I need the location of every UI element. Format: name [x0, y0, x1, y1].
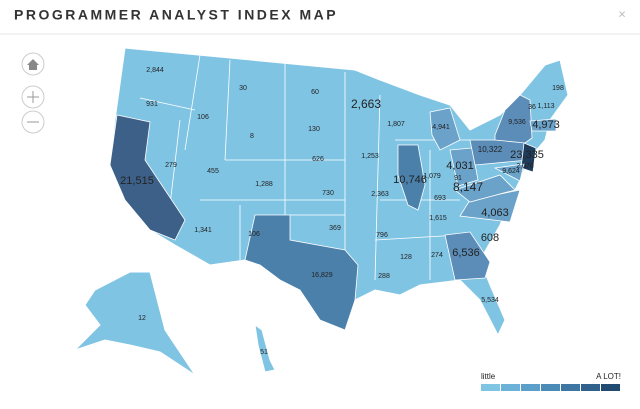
state-value: 130: [308, 126, 320, 133]
state-value: 8,147: [453, 180, 483, 194]
state-border: [169, 119, 181, 206]
state-shape: [109, 114, 186, 241]
state-value: 1,288: [255, 181, 273, 188]
state-value: 4,063: [481, 207, 509, 219]
state-value: 10,746: [393, 174, 427, 186]
labels: 2,844 931 21,515 279 106 30 8 455 1,288 1,341 106 6…: [120, 67, 564, 356]
hawaii: [254, 323, 276, 373]
state-value: 279: [165, 162, 177, 169]
state-value: 36: [528, 104, 536, 111]
state-value: 2,363: [371, 191, 389, 198]
state-shape: [494, 94, 533, 144]
state-value: 5,534: [481, 297, 499, 304]
state-value: 455: [207, 168, 219, 175]
state-value: 369: [329, 225, 341, 232]
state-shape: [444, 231, 491, 281]
alaska: [74, 271, 196, 376]
legend: little A LOT!: [481, 372, 621, 391]
states: [109, 94, 557, 331]
legend-low: little: [481, 372, 496, 381]
state-value: 626: [312, 156, 324, 163]
state-shape: [454, 174, 516, 203]
state-value: 4,941: [432, 124, 450, 131]
plus-icon: [27, 91, 39, 103]
state-shape: [529, 118, 557, 132]
state-value: 288: [378, 273, 390, 280]
zoom-controls: [21, 52, 45, 134]
state-value: 730: [322, 190, 334, 197]
state-value: 274: [431, 252, 443, 259]
legend-swatch: [541, 384, 560, 391]
legend-swatch: [561, 384, 580, 391]
state-value: 2,663: [351, 97, 381, 111]
state-shape: [244, 214, 359, 331]
state-shape: [397, 144, 426, 211]
state-value: 106: [197, 114, 209, 121]
state-border: [139, 97, 196, 111]
state-value: 12: [138, 315, 146, 322]
state-value: 8: [250, 133, 254, 140]
state-value: 10,322: [478, 145, 503, 154]
state-value: 60: [311, 89, 319, 96]
state-value: 1,253: [361, 153, 379, 160]
state-value: 1,079: [423, 173, 441, 180]
state-value: 796: [376, 232, 388, 239]
state-value: 30: [239, 85, 247, 92]
state-value: 128: [400, 254, 412, 261]
state-value: 9,536: [508, 119, 526, 126]
legend-swatch: [601, 384, 620, 391]
state-value: 21,515: [120, 175, 154, 187]
legend-swatch: [521, 384, 540, 391]
state-shape: [520, 142, 537, 173]
close-button[interactable]: ×: [618, 6, 626, 21]
state-border: [184, 54, 201, 151]
state-value: 9,624: [502, 168, 520, 175]
state-value: 23,335: [510, 149, 544, 161]
state-value: 2,076: [516, 163, 534, 170]
state-value: 16,829: [311, 272, 333, 279]
state-value: 1,113: [538, 103, 555, 110]
state-value: 608: [481, 232, 499, 244]
state-shape: [449, 147, 479, 187]
state-value: 1,341: [194, 227, 212, 234]
legend-swatch: [481, 384, 500, 391]
state-value: 91: [454, 175, 462, 182]
state-value: 693: [434, 195, 446, 202]
home-icon: [27, 59, 39, 70]
state-shape: [429, 107, 461, 151]
state-value: 106: [248, 231, 260, 238]
state-value: 4,031: [446, 160, 474, 172]
legend-swatch: [501, 384, 520, 391]
state-value: 931: [146, 101, 158, 108]
state-value: 4,973: [532, 119, 560, 131]
state-value: 198: [552, 85, 564, 92]
title: PROGRAMMER ANALYST INDEX MAP: [14, 7, 338, 23]
state-value: 1,615: [429, 215, 447, 222]
state-value: 1,807: [387, 121, 405, 128]
state-border: [224, 59, 231, 161]
state-value: 6,536: [452, 247, 480, 259]
state-shape: [493, 163, 525, 182]
state-value: 2,844: [146, 67, 164, 74]
state-border: [374, 94, 381, 281]
state-value: 51: [260, 349, 268, 356]
legend-swatch: [581, 384, 600, 391]
legend-high: A LOT!: [596, 372, 621, 381]
